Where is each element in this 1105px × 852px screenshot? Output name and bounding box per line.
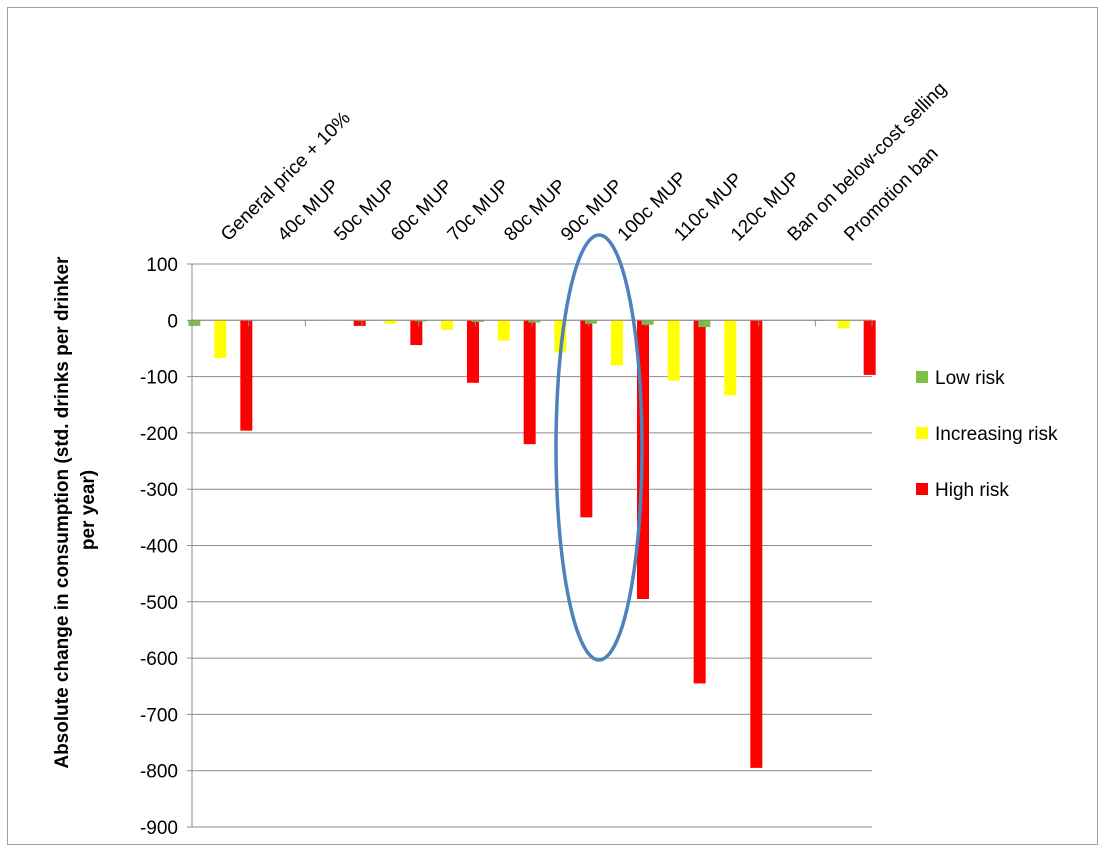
y-tick-labels: 100 0 -100 -200 -300 -400 -500 -600 -700 -800 -900 — [140, 255, 178, 839]
bar — [863, 320, 876, 375]
y-tick-label: -400 — [140, 537, 178, 558]
bar — [750, 320, 763, 768]
legend-swatch — [916, 371, 928, 383]
category-label: 80c MUP — [500, 175, 570, 245]
y-axis-title-line-2: per year) — [78, 470, 99, 550]
y-axis-title: Absolute change in consumption (std. dri… — [52, 251, 99, 768]
y-tick-label: -200 — [140, 424, 178, 445]
y-tick-label: -700 — [140, 705, 178, 726]
bar — [467, 320, 479, 383]
bar — [528, 320, 541, 323]
axes — [187, 263, 873, 828]
legend-swatch — [916, 427, 928, 439]
bar — [384, 320, 397, 324]
bar — [580, 320, 593, 518]
bar — [188, 320, 201, 326]
legend-swatch — [916, 483, 928, 495]
y-tick-label: -900 — [140, 818, 178, 839]
bar — [693, 320, 706, 684]
bar — [497, 320, 510, 341]
bar — [214, 320, 227, 359]
y-tick-label: 100 — [146, 255, 178, 276]
chart-frame — [7, 7, 1098, 845]
annotations — [554, 233, 644, 662]
legend: Low risk Increasing risk High risk — [916, 368, 1058, 501]
y-tick-label: -600 — [140, 649, 178, 670]
bar — [611, 320, 623, 366]
legend-label: Low risk — [935, 368, 1005, 389]
bar — [523, 320, 536, 445]
y-tick-label: -500 — [140, 593, 178, 614]
legend-label: High risk — [935, 480, 1009, 501]
category-label: 50c MUP — [330, 175, 400, 245]
bar — [410, 320, 423, 346]
bar — [441, 320, 453, 330]
bar — [240, 320, 253, 431]
bar — [837, 320, 850, 329]
y-tick-label: -100 — [140, 368, 178, 389]
y-tick-label: -300 — [140, 480, 178, 501]
y-tick-label: -800 — [140, 762, 178, 783]
legend-label: Increasing risk — [935, 424, 1058, 445]
bar — [698, 320, 711, 328]
bar — [667, 320, 680, 381]
y-axis-title-line-1: Absolute change in consumption (std. dri… — [52, 256, 73, 769]
y-tick-label: 0 — [167, 311, 178, 332]
bar — [724, 320, 737, 396]
bar — [471, 320, 484, 322]
highlight-ellipse — [554, 233, 644, 662]
category-label: 90c MUP — [557, 175, 627, 245]
bars — [188, 320, 876, 768]
category-label: 60c MUP — [387, 175, 457, 245]
bar — [353, 320, 366, 326]
bar — [585, 320, 597, 324]
bar — [641, 320, 654, 325]
category-label: 70c MUP — [444, 175, 514, 245]
bar — [415, 320, 427, 322]
